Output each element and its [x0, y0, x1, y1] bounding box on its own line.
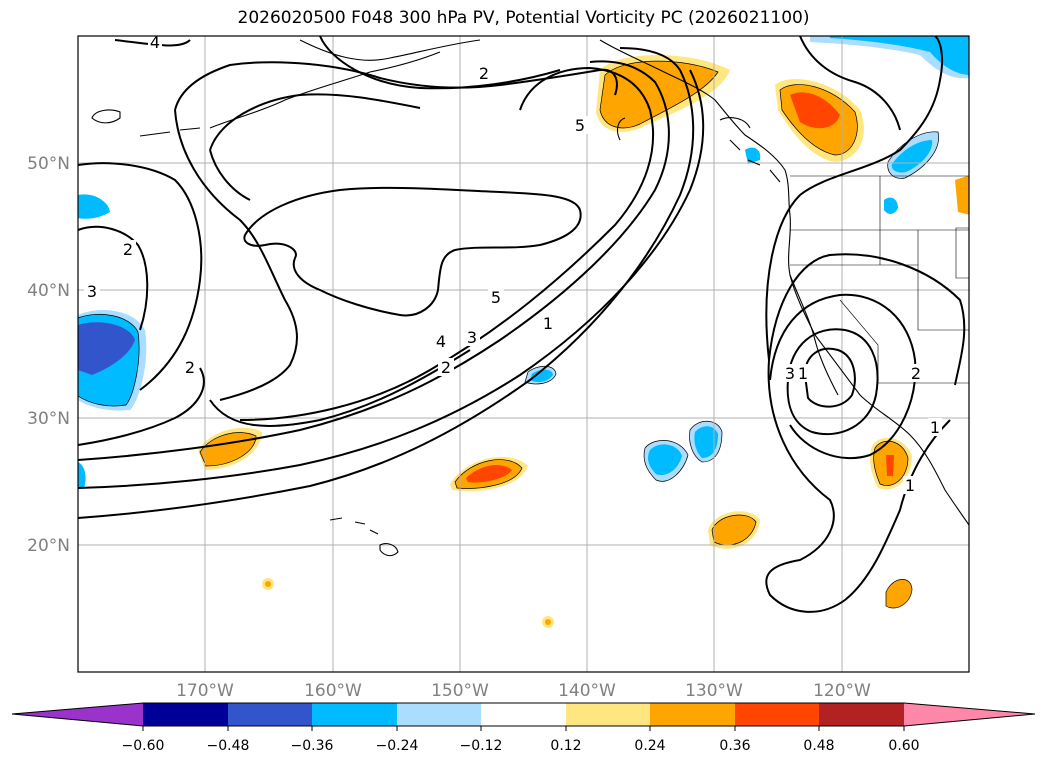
contour-label: 3 — [785, 364, 795, 383]
contour-label: 5 — [491, 288, 501, 307]
contour-label: 2 — [185, 358, 195, 377]
colorbar: −0.60 −0.48 −0.36 −0.24 −0.12 0.12 0.24 … — [11, 702, 1036, 754]
contour-label: 5 — [575, 116, 585, 135]
lon-label: 120°W — [813, 681, 871, 701]
chart-title: 2026020500 F048 300 hPa PV, Potential Vo… — [237, 8, 810, 28]
map-frame — [77, 35, 970, 673]
contour-label: 4 — [436, 332, 446, 351]
colorbar-segment — [904, 703, 1035, 726]
colorbar-segment — [819, 703, 904, 726]
colorbar-tick-label: 0.60 — [888, 738, 919, 754]
lon-label: 170°W — [176, 681, 234, 701]
colorbar-segment — [228, 703, 312, 726]
anomaly-shading — [78, 36, 969, 628]
pv-contours — [78, 36, 966, 613]
lon-label: 150°W — [431, 681, 489, 701]
coastlines — [91, 39, 969, 557]
lon-label: 140°W — [558, 681, 616, 701]
lat-label: 50°N — [27, 154, 70, 174]
contour-label: 1 — [543, 314, 553, 333]
contour-label: 2 — [479, 64, 489, 83]
contour-label: 2 — [123, 240, 133, 259]
contour-label: 2 — [911, 364, 921, 383]
lat-label: 30°N — [27, 409, 70, 429]
colorbar-tick-label: −0.12 — [460, 738, 503, 754]
contour-label: 3 — [87, 282, 97, 301]
lat-label: 20°N — [27, 536, 70, 556]
colorbar-segment — [650, 703, 735, 726]
colorbar-segment — [12, 703, 143, 726]
colorbar-segment — [397, 703, 481, 726]
colorbar-tick-label: 0.36 — [719, 738, 750, 754]
colorbar-tick-label: −0.60 — [122, 738, 165, 754]
colorbar-tick-label: 0.24 — [634, 738, 665, 754]
colorbar-segment — [481, 703, 566, 726]
colorbar-tick-label: −0.24 — [376, 738, 419, 754]
colorbar-tick-label: −0.36 — [291, 738, 334, 754]
colorbar-segment — [566, 703, 650, 726]
colorbar-tick-label: 0.48 — [803, 738, 834, 754]
contour-label: 1 — [798, 364, 808, 383]
colorbar-tick-label: 0.12 — [550, 738, 581, 754]
contour-label: 3 — [467, 328, 477, 347]
colorbar-segment — [312, 703, 397, 726]
lon-label: 130°W — [685, 681, 743, 701]
gridlines — [78, 36, 969, 672]
latitude-labels: 50°N 40°N 30°N 20°N — [27, 154, 70, 556]
contour-label: 1 — [905, 476, 915, 495]
contour-labels: 4 2 5 2 3 2 5 4 3 2 1 3 1 2 1 1 — [84, 33, 942, 495]
colorbar-segment — [143, 703, 228, 726]
contour-label: 4 — [150, 33, 160, 52]
contour-label: 2 — [441, 358, 451, 377]
longitude-labels: 170°W 160°W 150°W 140°W 130°W 120°W — [176, 681, 871, 701]
colorbar-segment — [735, 703, 819, 726]
colorbar-tick-label: −0.48 — [207, 738, 250, 754]
contour-label: 1 — [930, 418, 940, 437]
lon-label: 160°W — [304, 681, 362, 701]
lat-label: 40°N — [27, 281, 70, 301]
